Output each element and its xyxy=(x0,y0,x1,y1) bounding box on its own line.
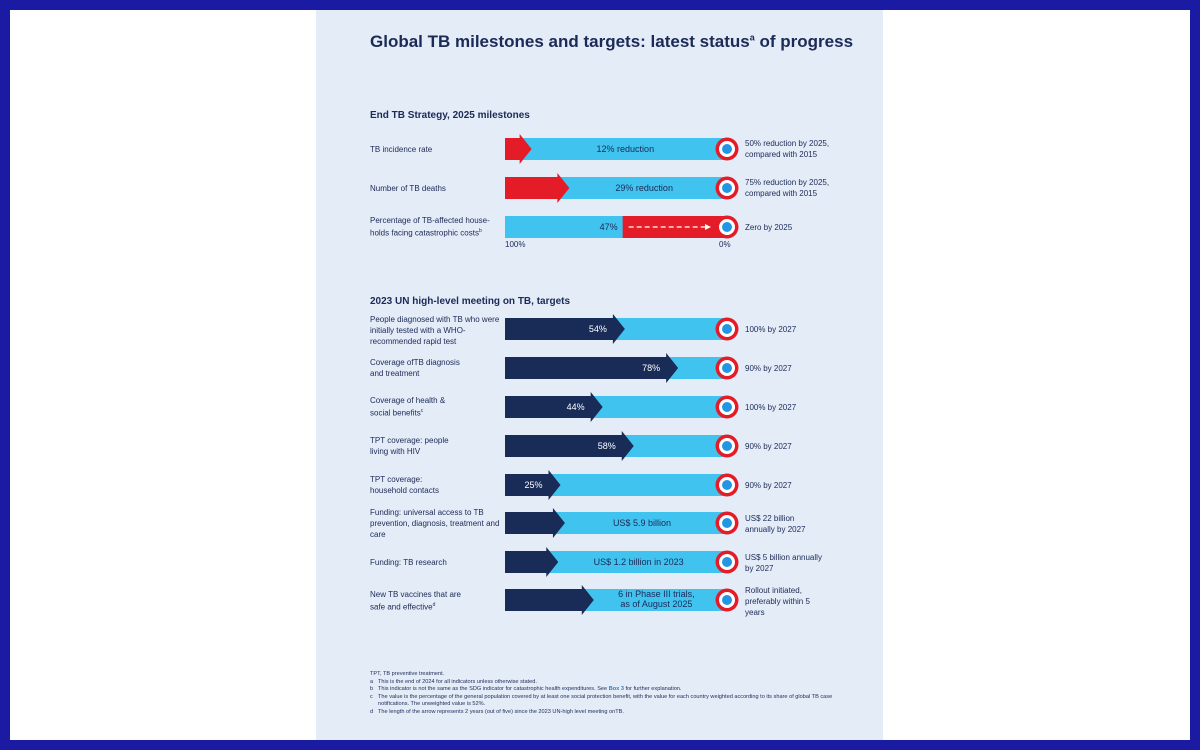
bar-track-s0-r0 xyxy=(505,138,727,160)
section-heading-milestones: End TB Strategy, 2025 milestones xyxy=(370,110,530,121)
footnote-c: c The value is the percentage of the gene… xyxy=(370,693,833,708)
value-label-s1-r0: 54% xyxy=(589,324,607,334)
page-title: Global TB milestones and targets: latest… xyxy=(370,32,854,51)
target-tpt-hiv: 90% by 2027 xyxy=(745,441,792,451)
value-label-s1-r2: 44% xyxy=(567,402,585,412)
bar-fill-s0-r2 xyxy=(622,216,727,238)
section-heading-targets: 2023 UN high-level meeting on TB, target… xyxy=(370,296,571,307)
row-label-social-benefits: Coverage of health & social benefitsc xyxy=(370,396,446,418)
target-dot-s0-r2 xyxy=(722,222,732,232)
dashed-arrowhead-s0-r2 xyxy=(705,224,711,230)
bar-track-s1-r6 xyxy=(505,551,727,573)
target-deaths: 75% reduction by 2025, compared with 201… xyxy=(745,178,830,198)
row-label-funding-research: Funding: TB research xyxy=(370,557,447,567)
axis-start-label: 100% xyxy=(505,240,526,249)
value-label-s1-r7: 6 in Phase III trials, as of August 2025 xyxy=(618,589,695,609)
value-label-s0-r2: 47% xyxy=(600,222,618,232)
row-label-deaths: Number of TB deaths xyxy=(370,183,446,193)
progress-arrow-s1-r2 xyxy=(505,392,603,422)
row-label-tpt-household: TPT coverage: household contacts xyxy=(370,475,439,495)
target-dot-s1-r7 xyxy=(722,595,732,605)
footnote-abbrev: TPT, TB preventive treatment. xyxy=(370,671,445,677)
target-social-benefits: 100% by 2027 xyxy=(745,402,797,412)
target-vaccines: Rollout initiated, preferably within 5 y… xyxy=(745,585,810,617)
row-label-catastrophic: Percentage of TB-affected house-holds fa… xyxy=(370,216,490,238)
target-dot-s1-r3 xyxy=(722,441,732,451)
target-dot-s1-r1 xyxy=(722,363,732,373)
row-label-tpt-hiv: TPT coverage: people living with HIV xyxy=(370,436,449,456)
target-diagnosis-coverage: 90% by 2027 xyxy=(745,363,792,373)
value-label-s1-r4: 25% xyxy=(524,480,542,490)
target-dot-s0-r1 xyxy=(722,183,732,193)
axis-end-label: 0% xyxy=(719,240,731,249)
progress-arrow-s1-r7 xyxy=(505,585,594,615)
footnote-a: a This is the end of 2024 for all indicat… xyxy=(370,678,537,685)
value-label-s0-r1: 29% reduction xyxy=(615,183,673,193)
row-label-diagnosis-coverage: Coverage ofTB diagnosis and treatment xyxy=(370,358,460,378)
progress-arrow-s1-r5 xyxy=(505,508,565,538)
row-label-incidence: TB incidence rate xyxy=(370,144,433,154)
target-rapid-test: 100% by 2027 xyxy=(745,324,797,334)
progress-arrow-s0-r0 xyxy=(505,134,532,164)
target-dot-s1-r2 xyxy=(722,402,732,412)
box-3-link[interactable]: Box 3 xyxy=(608,686,624,693)
progress-arrow-s1-r6 xyxy=(505,547,559,577)
footnote-d: d The length of the arrow represents 2 ye… xyxy=(370,708,624,715)
value-label-s0-r0: 12% reduction xyxy=(597,144,655,154)
row-label-funding-access: Funding: universal access to TB preventi… xyxy=(370,507,500,539)
bar-track-s1-r4 xyxy=(505,474,727,496)
target-dot-s1-r0 xyxy=(722,324,732,334)
target-tpt-household: 90% by 2027 xyxy=(745,480,792,490)
target-dot-s1-r5 xyxy=(722,518,732,528)
value-label-s1-r3: 58% xyxy=(598,441,616,451)
target-funding-access: US$ 22 billion annually by 2027 xyxy=(745,514,806,534)
value-label-s1-r5: US$ 5.9 billion xyxy=(613,518,671,528)
row-label-vaccines: New TB vaccines that are safe and effect… xyxy=(370,590,462,612)
progress-arrow-s1-r4 xyxy=(505,470,561,500)
target-catastrophic: Zero by 2025 xyxy=(745,222,793,232)
target-dot-s0-r0 xyxy=(722,144,732,154)
progress-arrow-s0-r1 xyxy=(505,173,570,203)
target-dot-s1-r6 xyxy=(722,557,732,567)
target-funding-research: US$ 5 billion annually by 2027 xyxy=(745,553,822,573)
footnotes: TPT, TB preventive treatment. a This is t… xyxy=(370,671,840,717)
footnote-b: b This indicator is not the same as the S… xyxy=(370,686,682,693)
target-dot-s1-r4 xyxy=(722,480,732,490)
value-label-s1-r1: 78% xyxy=(642,363,660,373)
row-label-rapid-test: People diagnosed with TB who were initia… xyxy=(370,314,500,346)
progress-arrow-s1-r0 xyxy=(505,314,625,344)
progress-arrow-s1-r1 xyxy=(505,353,679,383)
value-label-s1-r6: US$ 1.2 billion in 2023 xyxy=(594,557,684,567)
progress-arrow-s1-r3 xyxy=(505,431,634,461)
target-incidence: 50% reduction by 2025, compared with 201… xyxy=(745,139,830,159)
